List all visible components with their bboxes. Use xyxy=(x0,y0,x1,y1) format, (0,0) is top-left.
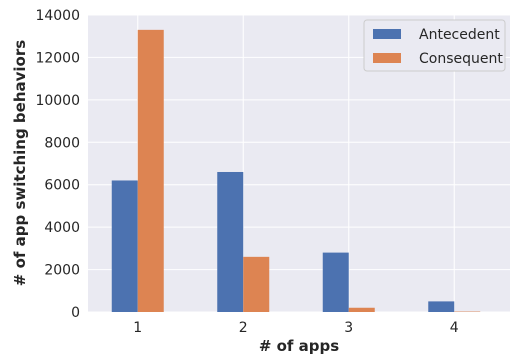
y-tick-label: 2000 xyxy=(44,263,80,279)
x-tick-label: 1 xyxy=(133,320,142,336)
legend: Antecedent Consequent xyxy=(363,19,506,72)
x-axis-title: # of apps xyxy=(259,337,339,355)
y-tick-label: 8000 xyxy=(44,135,80,151)
x-tick-labels: 1 2 3 4 xyxy=(133,320,459,336)
legend-swatch-antecedent xyxy=(373,29,401,39)
bar-antecedent xyxy=(111,180,138,312)
y-tick-labels: 0 2000 4000 6000 8000 10000 12000 14000 xyxy=(35,8,80,321)
y-tick-label: 0 xyxy=(71,305,80,321)
x-tick-label: 4 xyxy=(450,320,459,336)
legend-label-antecedent: Antecedent xyxy=(419,27,500,43)
x-tick-label: 3 xyxy=(344,320,353,336)
legend-label-consequent: Consequent xyxy=(419,51,503,67)
bar-antecedent xyxy=(217,171,244,312)
y-tick-label: 14000 xyxy=(35,8,80,24)
y-axis-title: # of app switching behaviors xyxy=(11,40,29,286)
legend-swatch-consequent xyxy=(373,53,401,63)
y-tick-label: 12000 xyxy=(35,50,80,66)
bar-antecedent xyxy=(428,301,455,312)
y-tick-label: 4000 xyxy=(44,220,80,236)
bars xyxy=(111,29,481,312)
bar-antecedent xyxy=(322,252,349,312)
y-tick-label: 10000 xyxy=(35,93,80,109)
bar-consequent xyxy=(137,29,164,312)
x-tick-label: 2 xyxy=(239,320,248,336)
bar-consequent xyxy=(348,307,375,312)
bar-consequent xyxy=(243,256,270,312)
y-tick-label: 6000 xyxy=(44,178,80,194)
